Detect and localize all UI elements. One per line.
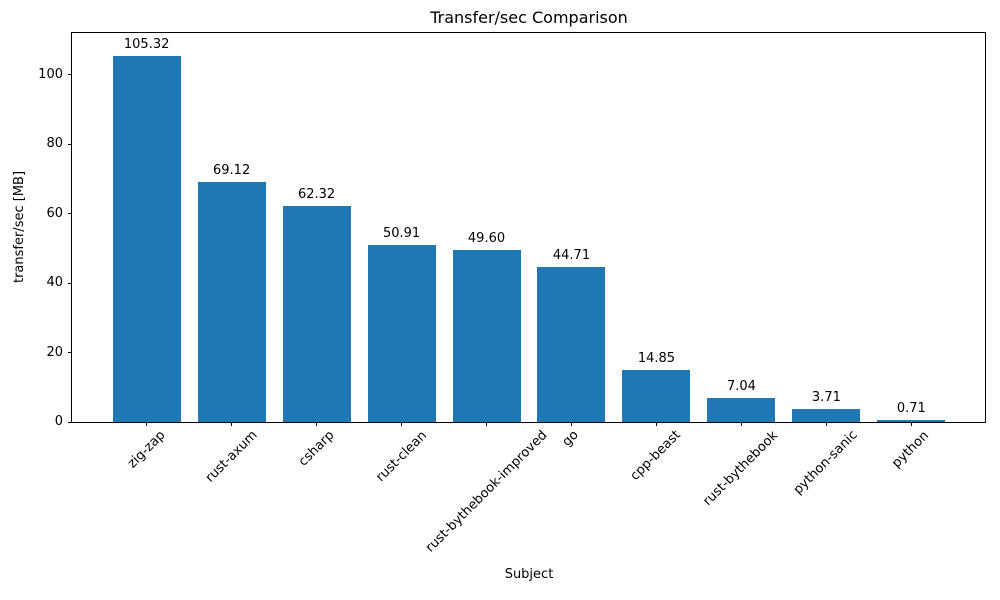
- bar: [452, 249, 521, 422]
- x-tick: [486, 422, 488, 426]
- bar: [282, 205, 351, 422]
- y-tick: [68, 213, 72, 215]
- x-tick-label: go: [560, 427, 583, 450]
- x-tick: [401, 422, 403, 426]
- y-tick: [68, 421, 72, 423]
- x-tick-label: python: [889, 427, 933, 471]
- bar-value-label: 62.32: [297, 186, 336, 202]
- x-tick: [910, 422, 912, 426]
- bar: [792, 409, 861, 422]
- x-tick: [146, 422, 148, 426]
- x-tick: [740, 422, 742, 426]
- bar-value-label: 14.85: [637, 351, 676, 367]
- bar-value-label: 105.32: [123, 37, 170, 53]
- bar-value-label: 0.71: [896, 400, 926, 416]
- y-tick: [68, 143, 72, 145]
- x-tick: [316, 422, 318, 426]
- x-tick-label: rust-bythebook: [700, 427, 782, 509]
- x-axis-label: Subject: [504, 567, 554, 582]
- x-tick: [231, 422, 233, 426]
- bar: [112, 56, 181, 422]
- x-tick-label: zig-zap: [124, 427, 169, 472]
- bar: [622, 370, 691, 422]
- y-tick: [68, 282, 72, 284]
- bar-value-label: 3.71: [811, 390, 841, 406]
- y-tick-label: 40: [46, 275, 63, 291]
- y-tick: [68, 352, 72, 354]
- y-tick: [68, 74, 72, 76]
- y-tick-label: 0: [54, 414, 63, 429]
- x-tick: [825, 422, 827, 426]
- bar: [877, 419, 946, 422]
- bar-value-label: 50.91: [382, 226, 421, 242]
- x-tick-label: rust-bythebook-improved: [422, 427, 550, 556]
- x-tick: [655, 422, 657, 426]
- x-tick-label: cpp-beast: [628, 427, 685, 484]
- bar-value-label: 7.04: [726, 378, 756, 394]
- bar-value-label: 49.60: [467, 230, 506, 246]
- x-tick-label: python-sanic: [791, 427, 862, 498]
- plot-area: [72, 33, 986, 422]
- x-tick-label: rust-clean: [372, 427, 430, 485]
- bar: [707, 397, 776, 422]
- y-tick-label: 60: [46, 205, 63, 221]
- bar-value-label: 69.12: [213, 162, 251, 178]
- bar: [197, 181, 266, 422]
- bar: [537, 266, 606, 422]
- y-tick-label: 100: [38, 66, 63, 82]
- y-tick-label: 80: [46, 136, 63, 152]
- bar: [367, 245, 436, 422]
- y-tick-label: 20: [46, 344, 63, 360]
- x-tick: [570, 422, 572, 426]
- chart-title: Transfer/sec Comparison: [430, 8, 628, 27]
- x-tick-label: csharp: [295, 428, 337, 470]
- bar-value-label: 44.71: [552, 247, 591, 263]
- plot-border: [71, 32, 986, 423]
- y-axis-label: transfer/sec [MB]: [12, 170, 27, 284]
- x-tick-label: rust-axum: [202, 428, 261, 486]
